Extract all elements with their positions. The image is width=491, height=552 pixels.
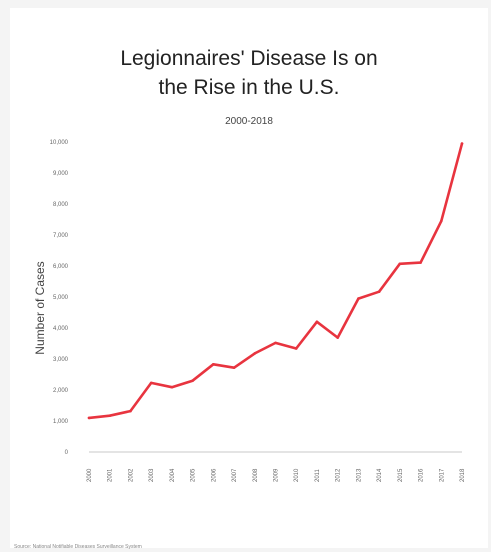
data-point <box>294 347 298 350</box>
x-tick-label: 2008 <box>253 468 259 482</box>
data-point <box>460 142 464 145</box>
chart-title-line-2: the Rise in the U.S. <box>158 76 340 99</box>
y-tick-label: 5,000 <box>53 295 69 301</box>
y-tick-label: 8,000 <box>53 202 69 208</box>
data-point <box>253 352 257 355</box>
y-tick-label: 4,000 <box>53 326 69 332</box>
y-tick-label: 2,000 <box>53 388 69 394</box>
data-point <box>232 366 236 369</box>
x-tick-label: 2005 <box>191 468 197 482</box>
data-point <box>377 290 381 294</box>
data-point <box>336 336 339 339</box>
data-point <box>129 409 132 413</box>
chart-card: Legionnaires' Disease Is on the Rise in … <box>10 8 488 550</box>
source-note: Source: National Notifiable Diseases Sur… <box>14 544 142 550</box>
data-point <box>149 381 153 385</box>
y-tick-label: 0 <box>65 450 69 456</box>
y-tick-label: 1,000 <box>53 419 69 425</box>
x-tick-label: 2013 <box>356 468 362 482</box>
x-tick-label: 2002 <box>128 468 134 482</box>
data-point <box>170 385 174 389</box>
y-tick-label: 7,000 <box>53 233 69 239</box>
data-point <box>439 219 443 223</box>
x-tick-label: 2016 <box>419 468 425 482</box>
x-tick-label: 2010 <box>294 468 300 482</box>
y-tick-label: 10,000 <box>50 140 69 146</box>
x-tick-label: 2014 <box>377 468 383 482</box>
x-tick-label: 2000 <box>87 468 93 482</box>
x-tick-label: 2007 <box>232 468 238 482</box>
data-point <box>357 297 360 300</box>
x-tick-label: 2006 <box>211 468 217 482</box>
x-tick-label: 2001 <box>108 468 114 482</box>
data-point <box>419 261 422 264</box>
x-tick-label: 2009 <box>274 468 280 482</box>
x-tick-label: 2004 <box>170 468 176 482</box>
x-tick-label: 2012 <box>336 468 342 482</box>
y-tick-label: 3,000 <box>53 357 69 363</box>
x-tick-label: 2017 <box>439 468 445 482</box>
data-point <box>108 414 112 418</box>
x-tick-label: 2015 <box>398 468 404 482</box>
chart-subtitle: 2000-2018 <box>225 116 273 127</box>
x-tick-label: 2018 <box>460 468 466 482</box>
data-point <box>398 262 402 266</box>
x-tick-label: 2003 <box>149 468 155 482</box>
chart-title-line-1: Legionnaires' Disease Is on <box>120 47 378 70</box>
data-point <box>87 416 91 420</box>
chart-title: Legionnaires' Disease Is on the Rise in … <box>10 44 488 102</box>
data-point <box>274 341 277 345</box>
data-point <box>315 320 319 324</box>
data-point <box>191 379 194 383</box>
data-point <box>212 362 215 366</box>
line-chart: 0 1,000 2,000 3,000 4,000 5,000 6,000 7,000 8,00… <box>50 140 466 482</box>
y-tick-label: 9,000 <box>53 171 69 177</box>
series-line <box>87 142 464 420</box>
y-tick-label: 6,000 <box>53 264 69 270</box>
x-tick-label: 2011 <box>315 468 321 482</box>
